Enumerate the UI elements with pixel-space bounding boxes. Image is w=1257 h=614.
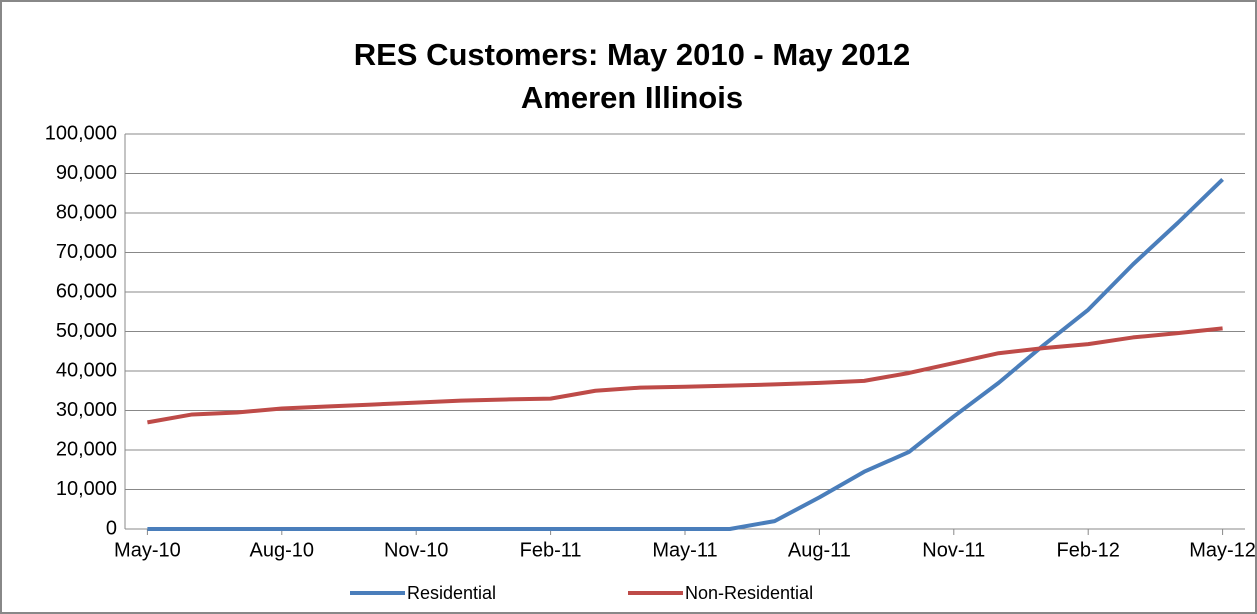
x-tick-label: Nov-10	[384, 539, 448, 561]
line-series	[147, 326, 1223, 425]
x-tick-label: Nov-11	[922, 539, 985, 561]
y-tick-label: 80,000	[56, 201, 117, 223]
chart-title: RES Customers: May 2010 - May 2012	[354, 37, 911, 72]
line-series	[147, 177, 1224, 531]
y-tick-label: 70,000	[56, 241, 117, 263]
x-tick-label: May-12	[1189, 539, 1256, 561]
y-tick-label: 50,000	[56, 320, 117, 342]
chart-subtitle: Ameren Illinois	[521, 80, 743, 115]
y-tick-label: 90,000	[56, 162, 117, 184]
y-tick-label: 60,000	[56, 280, 117, 302]
x-tick-label: May-10	[114, 539, 181, 561]
y-tick-label: 10,000	[56, 478, 117, 500]
x-tick-label: May-11	[652, 539, 717, 561]
x-tick-label: Aug-10	[250, 539, 315, 561]
y-tick-label: 0	[106, 517, 117, 539]
y-tick-label: 20,000	[56, 438, 117, 460]
y-tick-label: 30,000	[56, 399, 117, 421]
legend-label: Residential	[407, 583, 496, 603]
x-tick-label: Aug-11	[788, 539, 851, 561]
y-tick-label: 100,000	[45, 122, 117, 144]
y-tick-label: 40,000	[56, 359, 117, 381]
legend-label: Non-Residential	[685, 583, 813, 603]
x-tick-label: Feb-11	[520, 539, 582, 561]
x-tick-label: Feb-12	[1057, 539, 1120, 561]
